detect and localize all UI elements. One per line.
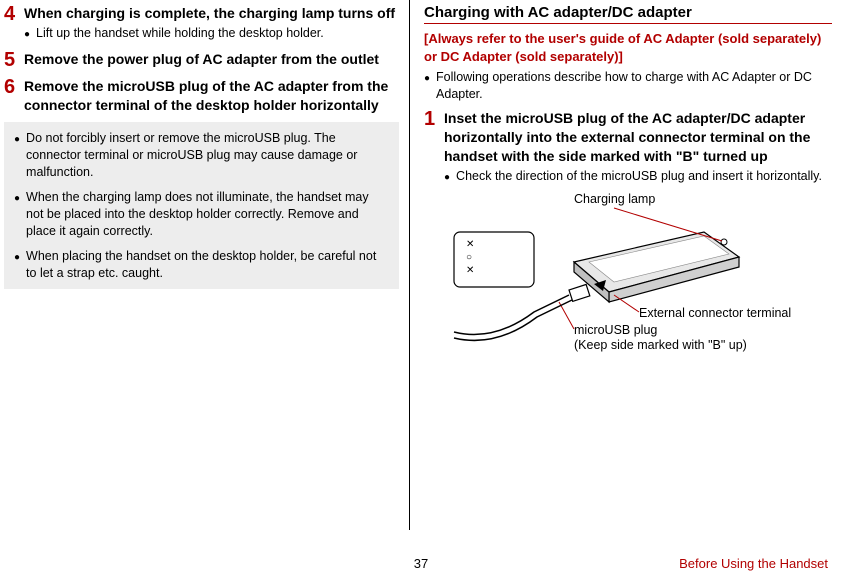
- step-body: Remove the power plug of AC adapter from…: [24, 50, 399, 71]
- section-heading: Charging with AC adapter/DC adapter: [424, 4, 832, 24]
- step-number: 4: [4, 4, 24, 44]
- bullet-icon: ●: [24, 28, 30, 42]
- bullet-icon: ●: [14, 251, 20, 282]
- step-number: 6: [4, 77, 24, 117]
- step-6: 6 Remove the microUSB plug of the AC ada…: [4, 77, 399, 117]
- bullet-icon: ●: [424, 72, 430, 103]
- sub-bullet: ● Check the direction of the microUSB pl…: [444, 168, 832, 185]
- caution-item: ● When placing the handset on the deskto…: [14, 248, 389, 282]
- step-number: 5: [4, 50, 24, 71]
- caution-box: ● Do not forcibly insert or remove the m…: [4, 122, 399, 289]
- step-4: 4 When charging is complete, the chargin…: [4, 4, 399, 44]
- caution-text: Do not forcibly insert or remove the mic…: [26, 130, 389, 181]
- step-5: 5 Remove the power plug of AC adapter fr…: [4, 50, 399, 71]
- intro-bullet: ● Following operations describe how to c…: [424, 69, 832, 103]
- diagram-svg: ✕ ○ ✕: [424, 192, 824, 352]
- step-body: Inset the microUSB plug of the AC adapte…: [444, 109, 832, 187]
- sub-bullet: ● Lift up the handset while holding the …: [24, 25, 399, 42]
- step-1: 1 Inset the microUSB plug of the AC adap…: [424, 109, 832, 187]
- caution-text: When the charging lamp does not illumina…: [26, 189, 389, 240]
- bullet-icon: ●: [14, 133, 20, 181]
- step-body: When charging is complete, the charging …: [24, 4, 399, 44]
- svg-text:✕: ✕: [466, 239, 474, 250]
- svg-text:○: ○: [466, 252, 472, 263]
- step-title: Inset the microUSB plug of the AC adapte…: [444, 109, 832, 166]
- right-column: Charging with AC adapter/DC adapter [Alw…: [410, 0, 842, 530]
- page-body: 4 When charging is complete, the chargin…: [0, 0, 842, 530]
- step-number: 1: [424, 109, 444, 187]
- bullet-icon: ●: [14, 192, 20, 240]
- charging-diagram: Charging lamp External connector termina…: [424, 192, 832, 352]
- chapter-title: Before Using the Handset: [679, 556, 828, 571]
- step-title: Remove the power plug of AC adapter from…: [24, 50, 399, 69]
- step-title: When charging is complete, the charging …: [24, 4, 399, 23]
- step-title: Remove the microUSB plug of the AC adapt…: [24, 77, 399, 115]
- intro-text: Following operations describe how to cha…: [436, 69, 832, 103]
- left-column: 4 When charging is complete, the chargin…: [0, 0, 410, 530]
- caution-item: ● When the charging lamp does not illumi…: [14, 189, 389, 240]
- sub-bullet-text: Lift up the handset while holding the de…: [36, 25, 324, 42]
- page-number: 37: [414, 556, 428, 571]
- caution-text: When placing the handset on the desktop …: [26, 248, 389, 282]
- red-note: [Always refer to the user's guide of AC …: [424, 30, 832, 65]
- bullet-icon: ●: [444, 171, 450, 185]
- sub-bullet-text: Check the direction of the microUSB plug…: [456, 168, 822, 185]
- step-body: Remove the microUSB plug of the AC adapt…: [24, 77, 399, 117]
- caution-item: ● Do not forcibly insert or remove the m…: [14, 130, 389, 181]
- svg-text:✕: ✕: [466, 265, 474, 276]
